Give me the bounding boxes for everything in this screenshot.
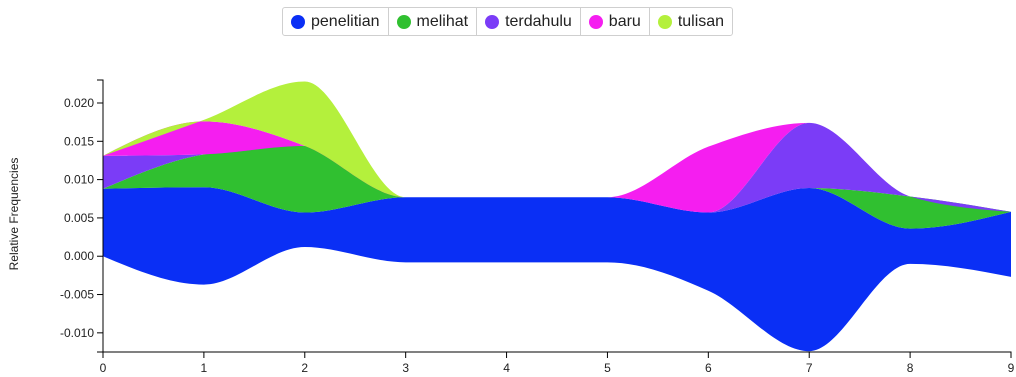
stream-layer-penelitian[interactable] [103,187,1011,352]
x-tick-label: 9 [1008,361,1015,375]
legend-swatch-terdahulu [485,14,500,29]
x-tick-label: 4 [503,361,510,375]
legend-swatch-baru [588,14,603,29]
y-tick-label: -0.010 [60,326,94,340]
y-axis: 0.020 0.015 0.010 0.005 0.000 -0.005 -0.010 [60,79,104,353]
stream-layer-tulisan[interactable] [103,81,1011,212]
stream-layers [103,81,1011,352]
legend-item-melihat[interactable]: melihat [389,8,478,35]
legend-swatch-melihat [396,14,411,29]
x-axis-line [102,351,1012,358]
chart-legend: penelitian melihat terdahulu baru tulisa… [282,7,734,36]
y-tick-label: 0.015 [64,134,94,148]
legend-item-penelitian[interactable]: penelitian [283,8,389,35]
legend-label-baru: baru [608,12,641,30]
legend-item-terdahulu[interactable]: terdahulu [477,8,581,35]
x-tick-label: 7 [806,361,813,375]
legend-item-baru[interactable]: baru [581,8,650,35]
x-tick-label: 6 [705,361,712,375]
legend-swatch-tulisan [657,14,672,29]
y-tick-label: 0.005 [64,211,94,225]
x-tick-label: 2 [301,361,308,375]
stream-layer-terdahulu[interactable] [103,122,1011,213]
x-tick-label: 3 [402,361,409,375]
y-axis-line [97,79,104,353]
legend-swatch-penelitian [291,14,305,29]
x-axis: 0 1 2 3 4 5 6 7 8 9 [100,351,1015,375]
legend-label-terdahulu: terdahulu [505,12,572,30]
legend-label-penelitian: penelitian [311,12,380,30]
stream-layer-baru[interactable] [103,121,1011,213]
x-tick-label: 8 [907,361,914,375]
x-tick-label: 0 [100,361,107,375]
y-axis-title: Relative Frequencies [7,158,21,271]
y-tick-label: -0.005 [60,288,94,302]
y-tick-label: 0.000 [64,249,94,263]
y-tick-label: 0.010 [64,173,94,187]
y-tick-label: 0.020 [64,96,94,110]
legend-item-tulisan[interactable]: tulisan [650,8,732,35]
x-tick-label: 1 [201,361,208,375]
x-tick-label: 5 [604,361,611,375]
legend-label-melihat: melihat [416,12,469,30]
legend-label-tulisan: tulisan [677,12,725,30]
stream-layer-melihat[interactable] [103,145,1011,229]
